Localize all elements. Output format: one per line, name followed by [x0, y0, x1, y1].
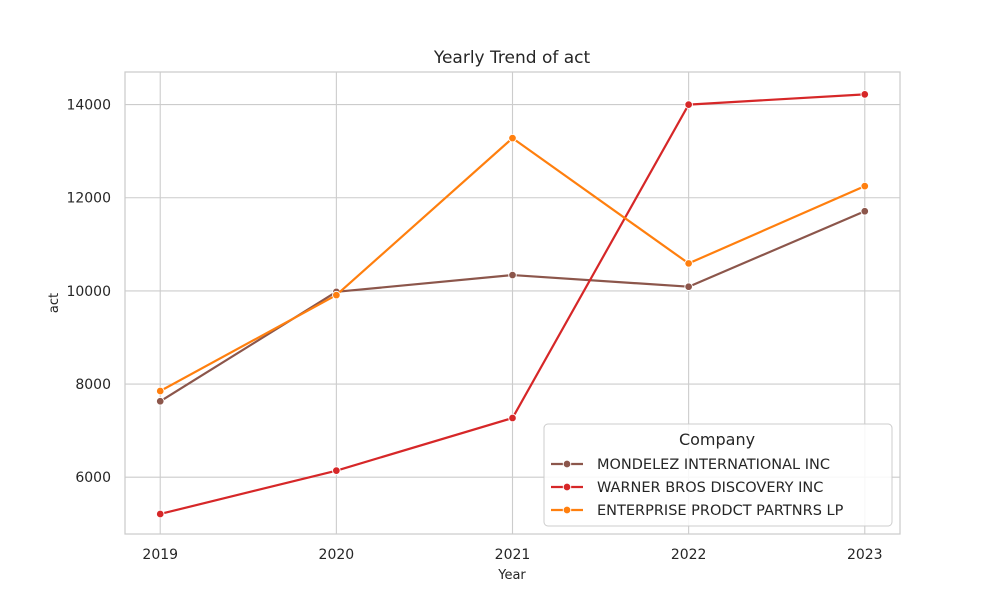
data-point	[508, 270, 517, 280]
series-1	[155, 90, 870, 519]
data-point	[684, 282, 693, 291]
data-point	[508, 413, 517, 423]
x-tick-label: 2022	[671, 547, 707, 563]
data-point	[155, 386, 165, 396]
legend-label: WARNER BROS DISCOVERY INC	[597, 480, 823, 496]
data-point	[684, 259, 693, 268]
legend-entry-enterprise: ENTERPRISE PRODCT PARTNRS LP	[551, 503, 844, 519]
legend-swatch-marker	[562, 482, 572, 492]
chart-title: Yearly Trend of act	[433, 48, 591, 68]
data-point	[860, 90, 870, 99]
x-tick-label: 2019	[142, 547, 178, 563]
legend: Company MONDELEZ INTERNATIONAL INC WARNE…	[543, 423, 893, 527]
x-axis-label: Year	[497, 568, 526, 583]
x-tick-label: 2021	[495, 547, 531, 563]
y-tick-label: 8000	[75, 377, 111, 393]
data-point	[332, 290, 341, 300]
legend-entry-mondelez: MONDELEZ INTERNATIONAL INC	[551, 457, 830, 473]
legend-swatch-marker	[562, 459, 572, 469]
data-point	[508, 133, 517, 143]
data-point	[684, 100, 693, 109]
x-tick-label: 2023	[847, 547, 883, 563]
x-axis-ticks: 2019 2020 2021 2022 2023	[142, 547, 882, 563]
data-point	[155, 397, 165, 406]
y-tick-label: 14000	[66, 98, 111, 114]
legend-entry-warner: WARNER BROS DISCOVERY INC	[551, 480, 823, 496]
data-point	[332, 466, 341, 475]
data-point	[155, 509, 165, 519]
series-2	[155, 133, 870, 396]
y-tick-label: 6000	[75, 470, 111, 486]
series-layer	[155, 90, 870, 519]
legend-swatch-marker	[562, 505, 572, 515]
y-tick-label: 12000	[66, 191, 111, 207]
legend-label: MONDELEZ INTERNATIONAL INC	[597, 457, 830, 473]
y-tick-label: 10000	[66, 284, 111, 300]
y-axis-label: act	[47, 293, 62, 313]
legend-box	[543, 423, 893, 527]
legend-label: ENTERPRISE PRODCT PARTNRS LP	[597, 503, 844, 519]
plot-frame	[124, 71, 901, 535]
legend-title: Company	[679, 430, 755, 449]
data-point	[860, 181, 870, 191]
data-point	[860, 207, 870, 216]
y-axis-ticks: 6000 8000 10000 12000 14000	[66, 98, 111, 487]
x-tick-label: 2020	[319, 547, 355, 563]
